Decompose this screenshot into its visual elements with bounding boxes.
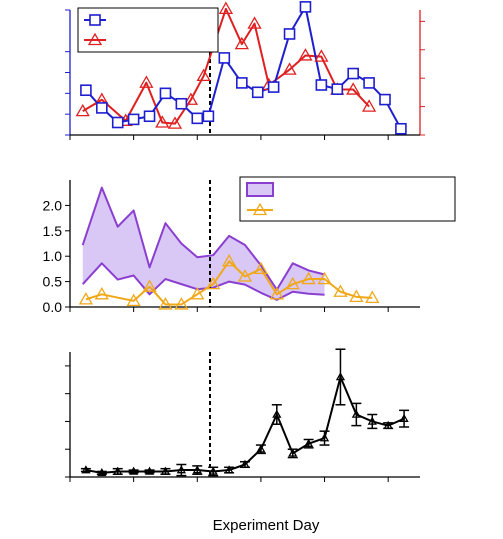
x-axis-label: Experiment Day	[213, 517, 320, 534]
dms-mesh-marker	[335, 372, 346, 381]
assimilated-marker	[94, 286, 109, 300]
dms-mesh-marker	[176, 465, 186, 474]
dmsp-marker	[183, 92, 199, 105]
bacteria-marker	[379, 93, 391, 106]
assimilated-marker	[221, 253, 237, 267]
dms-mesh-marker	[224, 465, 234, 474]
dmsp-marker	[218, 1, 234, 15]
dms-mesh-marker	[272, 409, 282, 418]
dmsp-marker	[346, 82, 361, 95]
y-tick-label: 1.0	[43, 248, 63, 264]
dmsp-marker	[196, 68, 211, 82]
dmsp-marker	[298, 48, 313, 61]
legend-demand-swatch	[246, 182, 274, 197]
assimilated-marker	[365, 290, 380, 304]
assimilated-marker	[142, 279, 157, 292]
dms-mesh-marker	[129, 466, 139, 475]
bacteria-marker	[299, 1, 312, 13]
assimilated-marker	[174, 297, 189, 310]
dms-mesh-line	[85, 376, 405, 474]
bacteria-marker	[80, 84, 92, 97]
dmsp-marker	[167, 116, 183, 129]
bacteria-marker	[251, 86, 264, 99]
bacteria-marker	[315, 79, 328, 91]
bacteria-marker	[347, 67, 359, 80]
dms-mesh-marker	[383, 420, 393, 429]
y-tick-label: 2.0	[43, 197, 63, 213]
assimilated-marker	[237, 269, 253, 282]
dms-mesh-marker	[367, 416, 377, 425]
assimilated-marker	[190, 286, 205, 300]
assimilated-marker	[317, 271, 332, 285]
bacteria-marker	[159, 87, 172, 100]
dms-mesh-marker	[208, 466, 218, 475]
demand-upper-line	[81, 186, 325, 291]
bacteria-marker	[111, 116, 124, 129]
legend-dmsp-marker	[87, 32, 103, 46]
panel-a	[65, 1, 425, 140]
assimilated-marker	[285, 276, 300, 290]
assimilated-marker	[158, 297, 173, 310]
assimilated-marker	[126, 293, 141, 307]
bacteria-marker	[202, 110, 215, 123]
dms-mesh-marker	[97, 468, 107, 477]
dmsp-line	[82, 7, 370, 125]
dms-mesh-marker	[319, 433, 330, 442]
dms-mesh-marker	[351, 409, 361, 418]
bacteria-marker	[127, 113, 140, 126]
bacteria-marker	[191, 112, 204, 125]
dms-mesh-marker	[192, 465, 202, 474]
dmsp-marker	[139, 75, 154, 88]
bacteria-marker	[96, 102, 108, 114]
dmsp-marker	[282, 62, 297, 75]
dmsp-marker	[155, 115, 170, 128]
assimilated-marker	[349, 289, 364, 302]
bacteria-marker	[218, 52, 231, 64]
assimilated-marker	[206, 276, 221, 290]
dms-mesh-marker	[160, 466, 171, 475]
panel-b: 0.0 0.5 1.0 1.5 2.0	[43, 176, 456, 315]
dms-mesh-marker	[113, 466, 123, 475]
dms-mesh-marker	[144, 466, 155, 475]
bacteria-marker	[236, 77, 248, 89]
assimilated-marker	[269, 286, 284, 300]
bacteria-marker	[283, 28, 296, 40]
dmsp-marker	[234, 36, 249, 50]
bacteria-marker	[395, 122, 407, 135]
panel-c	[65, 348, 420, 482]
bacteria-marker	[267, 81, 280, 93]
bacteria-marker	[175, 97, 188, 110]
dmsp-marker	[247, 16, 262, 29]
legend-a	[77, 7, 219, 53]
dms-mesh-marker	[240, 459, 250, 468]
assimilated-line	[85, 260, 373, 306]
assimilated-marker	[78, 292, 94, 305]
y-tick-label: 0.0	[43, 299, 63, 315]
assimilated-marker	[333, 284, 348, 297]
y-tick-label: 1.5	[43, 223, 63, 239]
assimilated-marker	[253, 261, 269, 275]
dms-mesh-marker	[304, 438, 314, 447]
bacteria-marker	[363, 77, 375, 89]
bacteria-marker	[331, 83, 344, 95]
dmsp-marker	[314, 49, 329, 62]
dms-mesh-marker	[288, 448, 298, 457]
bacteria-marker	[143, 110, 156, 123]
legend-box	[239, 176, 456, 222]
dms-mesh-marker	[399, 413, 409, 422]
dmsp-marker	[75, 103, 90, 117]
dms-mesh-marker	[81, 465, 91, 474]
y-tick-label: 0.5	[43, 274, 63, 290]
legend-assimilated-marker	[252, 202, 268, 216]
legend-bacteria-marker	[89, 14, 101, 26]
dmsp-marker	[361, 99, 377, 112]
dms-mesh-marker	[256, 444, 266, 453]
assimilated-marker	[301, 271, 316, 285]
legend-b	[239, 176, 456, 222]
